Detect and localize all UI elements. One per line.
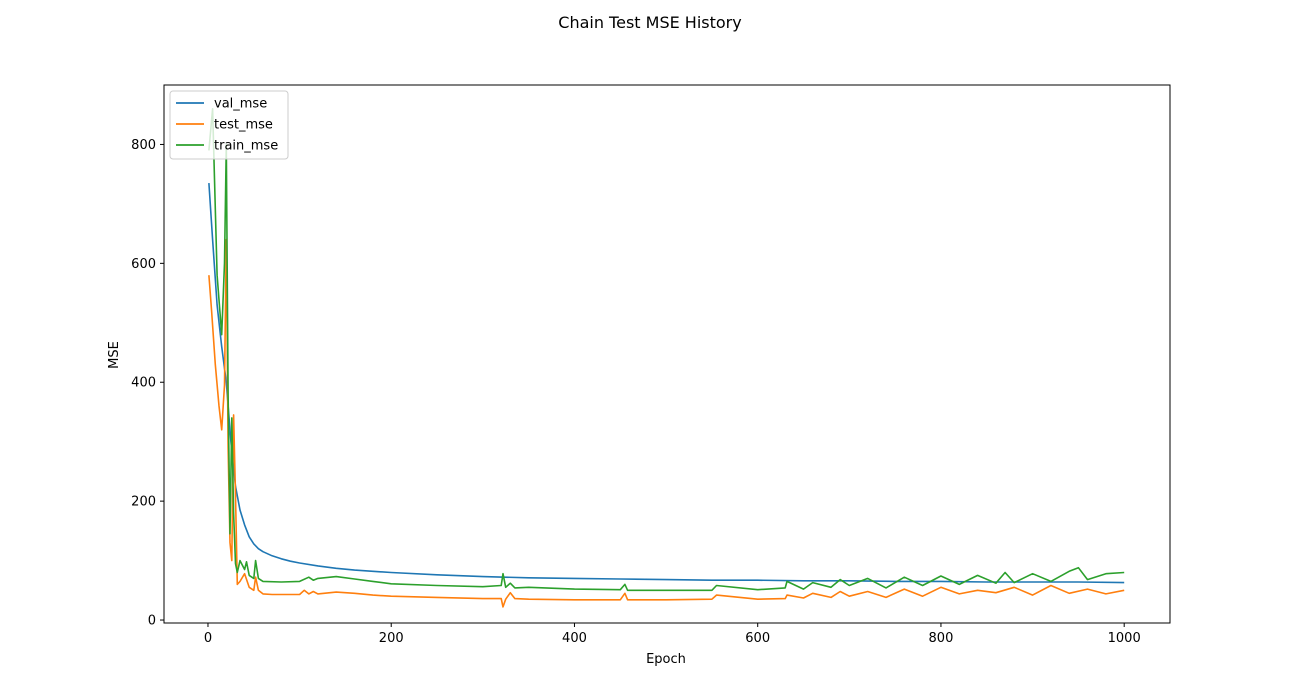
series-line-train_mse: [208, 108, 1125, 592]
y-tick-label: 600: [131, 257, 156, 272]
legend-label-train_mse: train_mse: [214, 139, 278, 154]
y-axis-label: MSE: [107, 341, 122, 369]
plot-area: [208, 108, 1125, 608]
y-tick-label: 400: [131, 376, 156, 391]
legend-label-test_mse: test_mse: [214, 118, 273, 133]
chart-title: Chain Test MSE History: [558, 13, 741, 32]
x-tick-label: 200: [379, 631, 404, 646]
y-axis: 0 200 400 600 800: [131, 138, 164, 629]
x-axis-label: Epoch: [646, 652, 686, 667]
series-line-test_mse: [208, 238, 1125, 608]
y-tick-label: 800: [131, 138, 156, 153]
y-tick-label: 200: [131, 495, 156, 510]
x-axis: 0 200 400 600 800 1000: [204, 623, 1141, 646]
x-tick-label: 600: [745, 631, 770, 646]
series-line-val_mse: [208, 183, 1125, 584]
x-tick-label: 0: [204, 631, 212, 646]
y-tick-label: 0: [148, 614, 156, 629]
legend-box: [169, 90, 289, 160]
x-tick-label: 400: [562, 631, 587, 646]
x-tick-label: 800: [929, 631, 954, 646]
legend-label-val_mse: val_mse: [214, 97, 267, 112]
x-tick-label: 1000: [1108, 631, 1141, 646]
legend: val_mse test_mse train_mse: [169, 90, 289, 160]
axes-frame: [163, 84, 1171, 624]
